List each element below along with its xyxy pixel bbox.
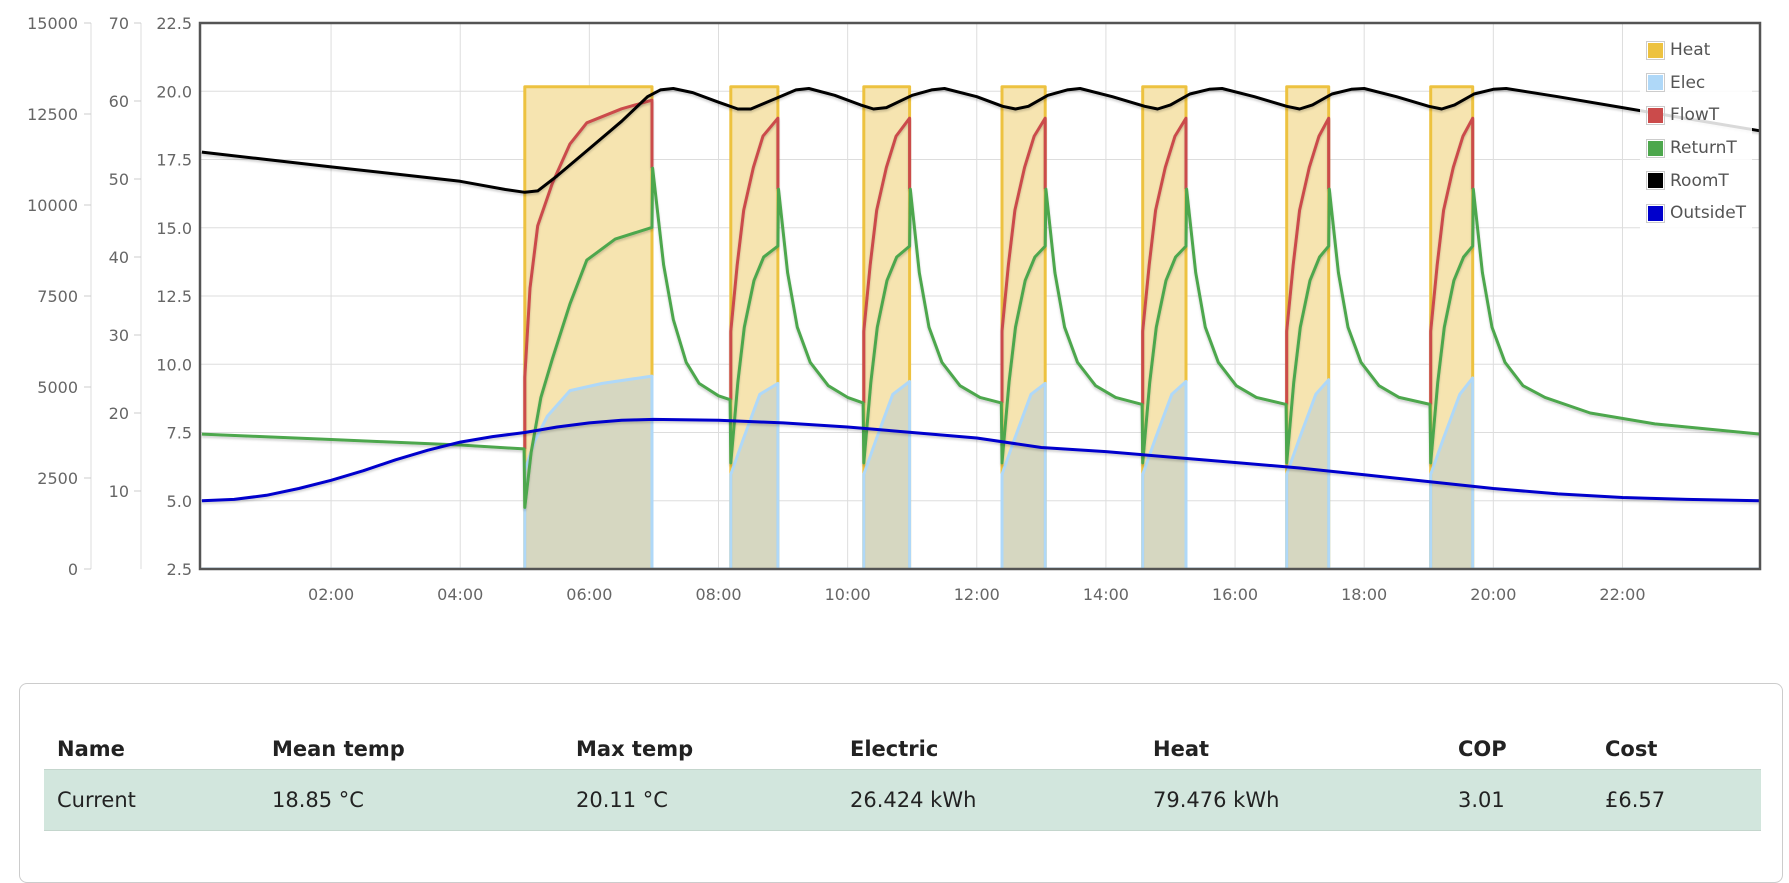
y-tick-label-room: 15.0 (156, 219, 192, 238)
y-tick-label-room: 10.0 (156, 355, 192, 374)
y-tick-label-power: 2500 (37, 469, 78, 488)
legend-swatch (1646, 171, 1665, 191)
x-tick-label: 16:00 (1212, 585, 1258, 604)
line-series (201, 87, 1760, 509)
y-tick-label-room: 22.5 (156, 14, 192, 33)
legend-item-returnt[interactable]: ReturnT (1646, 132, 1746, 165)
legend-swatch (1646, 138, 1665, 158)
y-tick-label-power: 12500 (27, 105, 78, 124)
x-tick-label: 08:00 (695, 585, 741, 604)
x-tick-label: 12:00 (954, 585, 1000, 604)
x-tick-label: 14:00 (1083, 585, 1129, 604)
legend-item-outsidet[interactable]: OutsideT (1646, 197, 1746, 230)
table-header-row: Name Mean temp Max temp Electric Heat CO… (44, 719, 1761, 779)
cell-name: Current (57, 788, 136, 812)
area-line-elec (201, 374, 1760, 569)
y-tick-label-power: 7500 (37, 287, 78, 306)
x-tick-label: 04:00 (437, 585, 483, 604)
plot-border (198, 21, 1762, 571)
y-tick-label-power: 10000 (27, 196, 78, 215)
area-line-heat (201, 85, 1760, 569)
x-tick-label: 18:00 (1341, 585, 1387, 604)
legend: Heat Elec FlowT ReturnT RoomT OutsideT (1640, 30, 1753, 234)
legend-item-flowt[interactable]: FlowT (1646, 99, 1746, 132)
y-tick-label-power: 0 (68, 560, 78, 579)
legend-item-heat[interactable]: Heat (1646, 34, 1746, 67)
y-tick-label-room: 2.5 (167, 560, 192, 579)
legend-item-roomt[interactable]: RoomT (1646, 164, 1746, 197)
x-tick-label: 22:00 (1599, 585, 1645, 604)
series-line-flowt (1429, 116, 1475, 405)
y-tick-label-water: 20 (109, 404, 129, 423)
series-line-outsidet (201, 417, 1760, 503)
y-tick-label-room: 7.5 (167, 424, 192, 443)
series-line-flowt (523, 98, 654, 449)
x-tick-label: 20:00 (1470, 585, 1516, 604)
y-tick-label-power: 15000 (27, 14, 78, 33)
cell-cost: £6.57 (1605, 788, 1666, 812)
y-tick-label-power: 5000 (37, 378, 78, 397)
results-panel: Name Mean temp Max temp Electric Heat CO… (19, 683, 1783, 883)
y-tick-label-water: 70 (109, 14, 129, 33)
legend-swatch (1646, 73, 1665, 93)
legend-label: FlowT (1670, 105, 1720, 126)
series-line-flowt (1285, 116, 1331, 405)
legend-label: Elec (1670, 72, 1706, 93)
header-electric: Electric (850, 737, 939, 761)
y-tick-label-water: 40 (109, 248, 129, 267)
legend-swatch (1646, 105, 1665, 125)
grid (200, 22, 1760, 570)
header-cop: COP (1458, 737, 1507, 761)
series-line-returnt (201, 166, 1760, 509)
area-fill-heat (201, 86, 1760, 569)
y-tick-label-room: 12.5 (156, 287, 192, 306)
legend-label: RoomT (1670, 170, 1729, 191)
table-row: Current 18.85 °C 20.11 °C 26.424 kWh 79.… (44, 769, 1761, 831)
area-fill-elec (201, 376, 1760, 569)
cell-electric: 26.424 kWh (850, 788, 977, 812)
legend-label: ReturnT (1670, 138, 1737, 159)
legend-swatch (1646, 40, 1665, 60)
legend-label: Heat (1670, 40, 1711, 61)
y-tick-label-room: 20.0 (156, 82, 192, 101)
cell-cop: 3.01 (1458, 788, 1505, 812)
header-mean-temp: Mean temp (272, 737, 405, 761)
area-series (201, 85, 1760, 569)
y-tick-label-water: 60 (109, 92, 129, 111)
header-cost: Cost (1605, 737, 1658, 761)
series-line-roomt (201, 87, 1760, 194)
cell-max-temp: 20.11 °C (576, 788, 668, 812)
legend-label: OutsideT (1670, 203, 1747, 224)
series-line-flowt (862, 116, 912, 403)
y-tick-label-water: 10 (109, 482, 129, 501)
header-max-temp: Max temp (576, 737, 694, 761)
legend-swatch (1646, 203, 1665, 223)
y-tick-label-water: 50 (109, 170, 129, 189)
header-name: Name (57, 737, 125, 761)
legend-item-elec[interactable]: Elec (1646, 67, 1746, 100)
x-tick-label: 02:00 (308, 585, 354, 604)
y-tick-label-room: 5.0 (167, 492, 192, 511)
x-tick-label: 06:00 (566, 585, 612, 604)
heatpump-chart: 02:00 04:00 06:00 08:00 10:00 12:00 14:00 16:00… (27, 14, 1762, 604)
x-tick-label: 10:00 (825, 585, 871, 604)
series-line-flowt (1000, 116, 1047, 403)
series-line-flowt (729, 116, 780, 400)
y-tick-label-water: 30 (109, 326, 129, 345)
cell-mean-temp: 18.85 °C (272, 788, 364, 812)
header-heat: Heat (1153, 737, 1210, 761)
series-line-flowt (1141, 116, 1188, 405)
y-tick-label-room: 17.5 (156, 151, 192, 170)
cell-heat: 79.476 kWh (1153, 788, 1280, 812)
axes: 02:00 04:00 06:00 08:00 10:00 12:00 14:00 16:00… (27, 14, 1645, 604)
